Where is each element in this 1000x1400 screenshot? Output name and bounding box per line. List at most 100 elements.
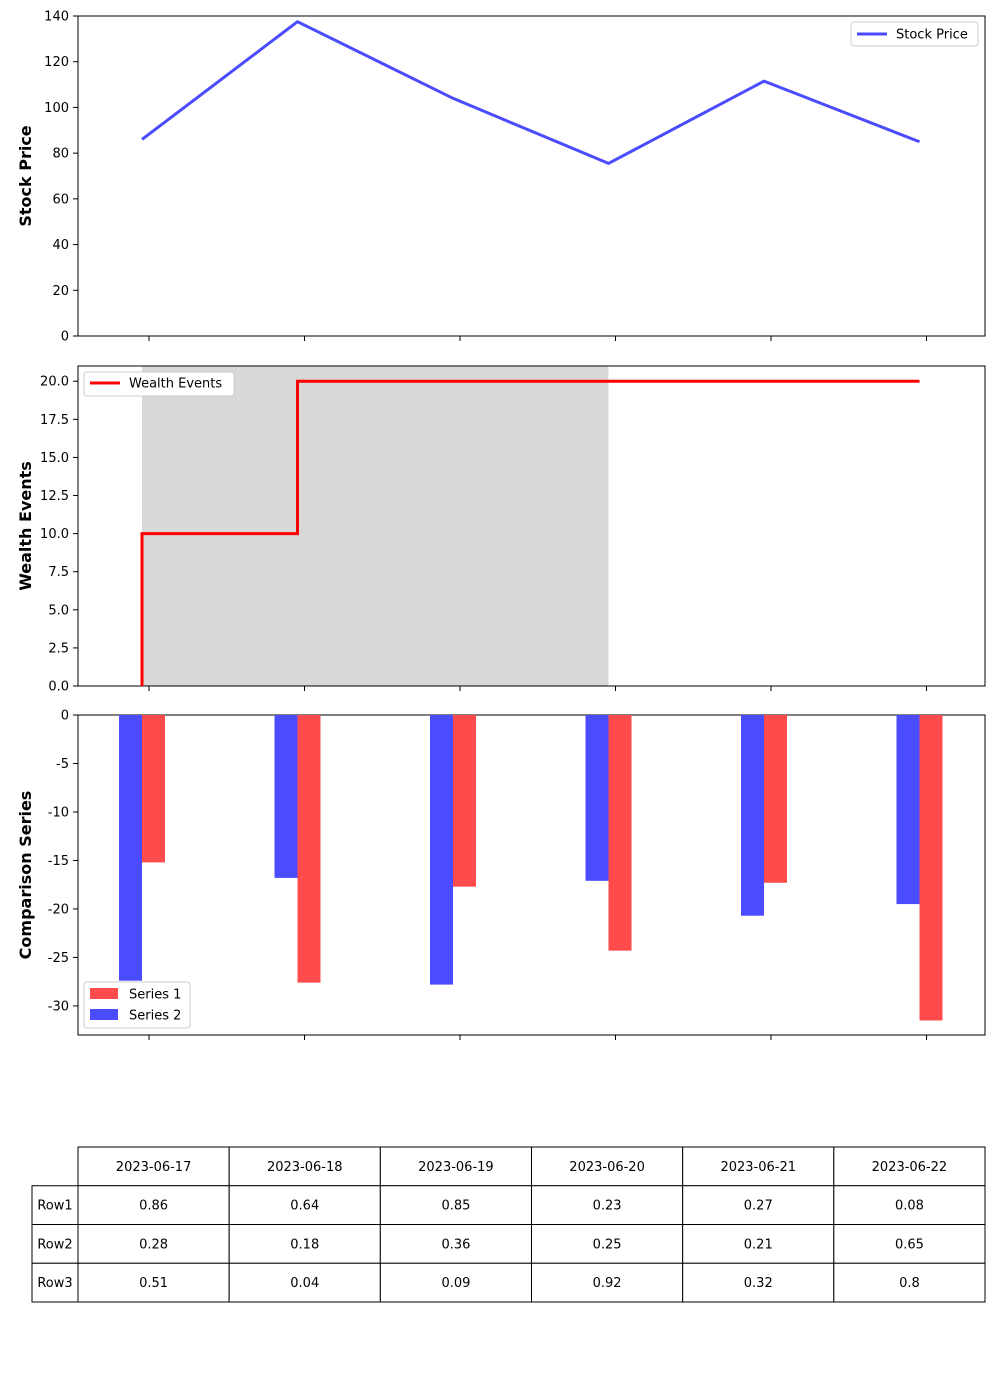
table-cell — [228, 1262, 381, 1303]
legend-label-series-2: Series 2 — [129, 1009, 181, 1024]
comparison-series-panel: 0 -5 -10 -15 -20 -25 -30 Comparison Series Serie… — [16, 709, 986, 1040]
wealth-events-panel: 0.0 2.5 5.0 7.5 10.0 12.5 15.0 17.5 20.0 Wealth E… — [16, 365, 986, 695]
bar-series-2 — [119, 715, 142, 981]
plot-frame — [77, 15, 986, 337]
table-header-label: 2023-06-21 — [720, 1160, 796, 1175]
data-table: 2023-06-17 2023-06-18 2023-06-19 2023-06-20… — [31, 1146, 986, 1303]
table-header-cell — [77, 1146, 230, 1187]
table-cell-value: 0.85 — [441, 1199, 470, 1214]
y-tick-label: 7.5 — [48, 565, 69, 580]
bar-series-2 — [585, 715, 609, 881]
y-tick-label: -30 — [48, 999, 69, 1014]
table-header-label: 2023-06-18 — [267, 1160, 343, 1175]
y-tick-label: -25 — [48, 951, 69, 966]
table-row-label: Row1 — [37, 1199, 72, 1214]
bar-series-2 — [430, 715, 453, 985]
table-cell-value: 0.65 — [895, 1237, 924, 1252]
table-cell-value: 0.21 — [744, 1237, 773, 1252]
y-tick-label: 10.0 — [40, 527, 69, 542]
table-cell — [379, 1224, 533, 1264]
table-cell-value: 0.23 — [593, 1199, 622, 1214]
y-tick-label: 0 — [61, 330, 69, 345]
table-cell-value: 0.92 — [593, 1276, 622, 1291]
table-cell-value: 0.27 — [744, 1199, 773, 1214]
table-cell — [531, 1262, 684, 1303]
table-row-label-cell — [31, 1185, 79, 1225]
y-tick-label: 120 — [44, 55, 69, 70]
y-tick-label: 17.5 — [40, 413, 69, 428]
stock-price-line — [141, 20, 921, 165]
bar-series-1 — [764, 715, 787, 883]
bar-series-2 — [896, 715, 920, 905]
table-cell-value: 0.04 — [290, 1276, 319, 1291]
shaded-span — [142, 366, 609, 686]
table-cell — [682, 1262, 835, 1303]
legend-swatch-series-2 — [90, 1009, 118, 1020]
y-tick-label: 100 — [44, 101, 69, 116]
y-tick-label: 20.0 — [40, 375, 69, 390]
table-cell-value: 0.51 — [139, 1276, 168, 1291]
table-cell-value: 0.32 — [744, 1276, 773, 1291]
y-tick-label: 15.0 — [40, 451, 69, 466]
y-tick-label: -5 — [56, 757, 69, 772]
y-tick-label: 2.5 — [48, 641, 69, 656]
y-tick-label: 0 — [61, 709, 69, 724]
table-cell — [833, 1185, 986, 1225]
legend-swatch-series-1 — [90, 988, 118, 999]
table-cell — [682, 1185, 835, 1225]
legend-box — [83, 371, 235, 397]
bar-series-1 — [297, 715, 321, 983]
table-header-label: 2023-06-20 — [569, 1160, 645, 1175]
table-cell-value: 0.64 — [290, 1199, 319, 1214]
y-tick-label: 40 — [52, 238, 69, 253]
table-cell-value: 0.28 — [139, 1237, 168, 1252]
table-row-label-cell — [31, 1224, 79, 1264]
comparison-legend: Series 1 Series 2 — [83, 981, 191, 1029]
bar-series-1 — [608, 715, 632, 951]
y-tick-label: 0.0 — [48, 680, 69, 695]
table-header-cell — [833, 1146, 986, 1187]
table-header-label: 2023-06-19 — [418, 1160, 494, 1175]
table-cell-value: 0.18 — [290, 1237, 319, 1252]
table-row-label: Row2 — [37, 1237, 72, 1252]
y-tick-label: 80 — [52, 147, 69, 162]
table-cell-value: 0.09 — [441, 1276, 470, 1291]
legend-label-wealth-events: Wealth Events — [129, 377, 222, 392]
plot-frame — [77, 365, 986, 687]
table-cell-value: 0.08 — [895, 1199, 924, 1214]
legend-box — [850, 21, 979, 47]
table-header-cell — [228, 1146, 381, 1187]
legend-label-series-1: Series 1 — [129, 988, 181, 1003]
table-cell-value: 0.25 — [593, 1237, 622, 1252]
bar-series-2 — [741, 715, 764, 916]
y-axis-title: Stock Price — [16, 125, 35, 226]
y-axis-title: Comparison Series — [16, 791, 35, 960]
table-cell-value: 0.8 — [899, 1276, 920, 1291]
table-cell — [682, 1224, 835, 1264]
table-row-label-cell — [31, 1262, 79, 1303]
table-cell — [379, 1185, 533, 1225]
table-cell — [77, 1185, 230, 1225]
table-cell — [77, 1262, 230, 1303]
y-tick-label: 60 — [52, 192, 69, 207]
stock-price-panel: 0 20 40 60 80 100 120 140 Stock Price Stock Price — [16, 10, 986, 345]
bar-series-1 — [919, 715, 943, 1021]
table-header-label: 2023-06-22 — [872, 1160, 948, 1175]
table-cell — [228, 1224, 381, 1264]
stock-price-legend: Stock Price — [850, 21, 979, 47]
table-cell-value: 0.36 — [441, 1237, 470, 1252]
y-tick-label: 140 — [44, 10, 69, 25]
bar-series-1 — [453, 715, 476, 887]
y-tick-label: -20 — [48, 902, 69, 917]
table-cell — [833, 1262, 986, 1303]
wealth-events-step-line — [140, 379, 920, 686]
y-tick-label: 5.0 — [48, 603, 69, 618]
table-cell-value: 0.86 — [139, 1199, 168, 1214]
plot-frame — [77, 714, 986, 1036]
y-axis-title: Wealth Events — [16, 461, 35, 591]
table-row-label: Row3 — [37, 1276, 72, 1291]
y-tick-label: 20 — [52, 284, 69, 299]
wealth-events-legend: Wealth Events — [83, 371, 235, 397]
y-tick-label: 12.5 — [40, 489, 69, 504]
